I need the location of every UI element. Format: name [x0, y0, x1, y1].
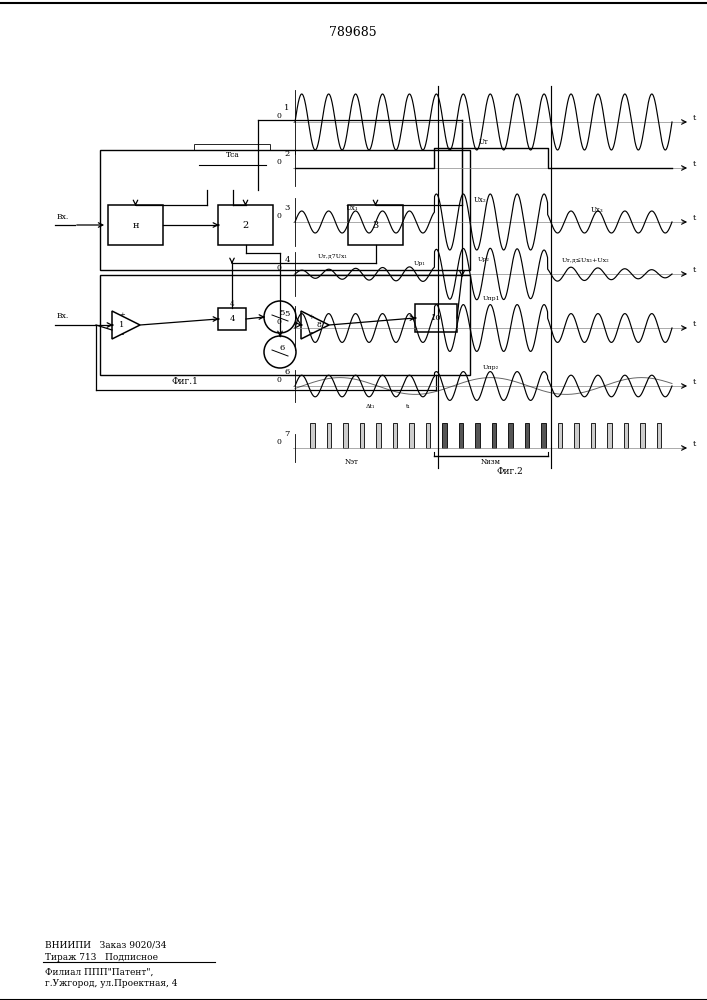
Text: 4: 4 [229, 315, 235, 323]
Text: ВНИИПИ   Заказ 9020/34: ВНИИПИ Заказ 9020/34 [45, 940, 167, 950]
Bar [415, 304, 457, 332]
Text: -: - [120, 330, 124, 340]
Bar [392, 423, 397, 448]
Text: -: - [310, 328, 312, 338]
Text: Uт,д≤Uх₁+Uх₂: Uт,д≤Uх₁+Uх₂ [561, 257, 609, 263]
Text: t: t [692, 320, 696, 328]
Bar [409, 423, 414, 448]
Text: +: + [119, 311, 125, 319]
Text: t: t [692, 440, 696, 448]
Text: Вх.: Вх. [57, 213, 69, 221]
Bar [100, 150, 470, 270]
Text: 0: 0 [276, 212, 281, 220]
Bar [310, 423, 315, 448]
Bar [108, 205, 163, 245]
Text: 6: 6 [284, 368, 290, 376]
Text: Uр₁: Uр₁ [414, 261, 426, 266]
Text: 3: 3 [373, 221, 379, 230]
Bar [195, 145, 270, 165]
Text: 5: 5 [284, 310, 290, 318]
Text: +: + [308, 313, 314, 321]
Text: н: н [132, 221, 139, 230]
Text: t: t [692, 214, 696, 222]
Text: Тираж 713   Подписное: Тираж 713 Подписное [45, 954, 158, 962]
Text: Uт: Uт [479, 138, 489, 146]
Text: Nэт: Nэт [344, 458, 358, 466]
Text: 7: 7 [284, 430, 290, 438]
Bar [574, 423, 579, 448]
Bar [624, 423, 629, 448]
Text: 2: 2 [284, 150, 290, 158]
Text: 0: 0 [276, 264, 281, 272]
Text: t: t [692, 160, 696, 168]
Text: Uх₂: Uх₂ [474, 196, 486, 204]
Bar [641, 423, 645, 448]
Bar [218, 205, 273, 245]
Text: t₁: t₁ [406, 403, 411, 408]
Text: 3: 3 [284, 204, 290, 212]
Text: 0: 0 [276, 376, 281, 384]
Text: 0: 0 [276, 112, 281, 120]
Text: Uх₃: Uх₃ [590, 206, 603, 214]
Text: Фиг.2: Фиг.2 [496, 468, 523, 477]
Bar [348, 205, 403, 245]
Bar [542, 423, 546, 448]
Text: 0: 0 [276, 158, 281, 166]
Bar [475, 423, 480, 448]
Text: 5: 5 [279, 309, 285, 317]
Text: 4: 4 [284, 256, 290, 264]
Text: 789685: 789685 [329, 25, 377, 38]
Bar [558, 423, 562, 448]
Text: t: t [692, 266, 696, 274]
Text: Uт,д7Uх₁: Uт,д7Uх₁ [317, 253, 348, 259]
Text: 0: 0 [276, 318, 281, 326]
Text: 4: 4 [230, 300, 234, 308]
Text: 8: 8 [317, 321, 322, 329]
Text: Nизм: Nизм [481, 458, 501, 466]
Bar [360, 423, 364, 448]
Bar [343, 423, 348, 448]
Text: Uпр1: Uпр1 [482, 296, 500, 301]
Text: Филиал ППП"Патент",: Филиал ППП"Патент", [45, 968, 153, 976]
Text: Uпр₂: Uпр₂ [483, 365, 499, 370]
Text: 0: 0 [276, 438, 281, 446]
Text: 1: 1 [119, 321, 124, 329]
Bar [591, 423, 595, 448]
Text: Тса: Тса [226, 151, 240, 159]
Bar [426, 423, 431, 448]
Text: 10: 10 [431, 314, 441, 322]
Bar [100, 275, 470, 375]
Text: Фиг.1: Фиг.1 [172, 377, 199, 386]
Text: Вх.: Вх. [57, 312, 69, 320]
Text: г.Ужгород, ул.Проектная, 4: г.Ужгород, ул.Проектная, 4 [45, 980, 177, 988]
Bar [508, 423, 513, 448]
Text: 1: 1 [284, 104, 290, 112]
Text: t: t [692, 114, 696, 122]
Bar [492, 423, 496, 448]
Bar [657, 423, 662, 448]
Text: 6: 6 [279, 344, 285, 352]
Bar [327, 423, 331, 448]
Text: Δt₁: Δt₁ [366, 403, 375, 408]
Bar [442, 423, 447, 448]
Bar [525, 423, 530, 448]
Bar [607, 423, 612, 448]
Bar [376, 423, 380, 448]
Text: 2: 2 [243, 221, 249, 230]
Text: Uх₁: Uх₁ [345, 204, 358, 212]
Text: Uр₂: Uр₂ [477, 257, 489, 262]
Bar [195, 145, 270, 190]
Text: t: t [692, 378, 696, 386]
Bar [459, 423, 463, 448]
Bar [218, 308, 246, 330]
